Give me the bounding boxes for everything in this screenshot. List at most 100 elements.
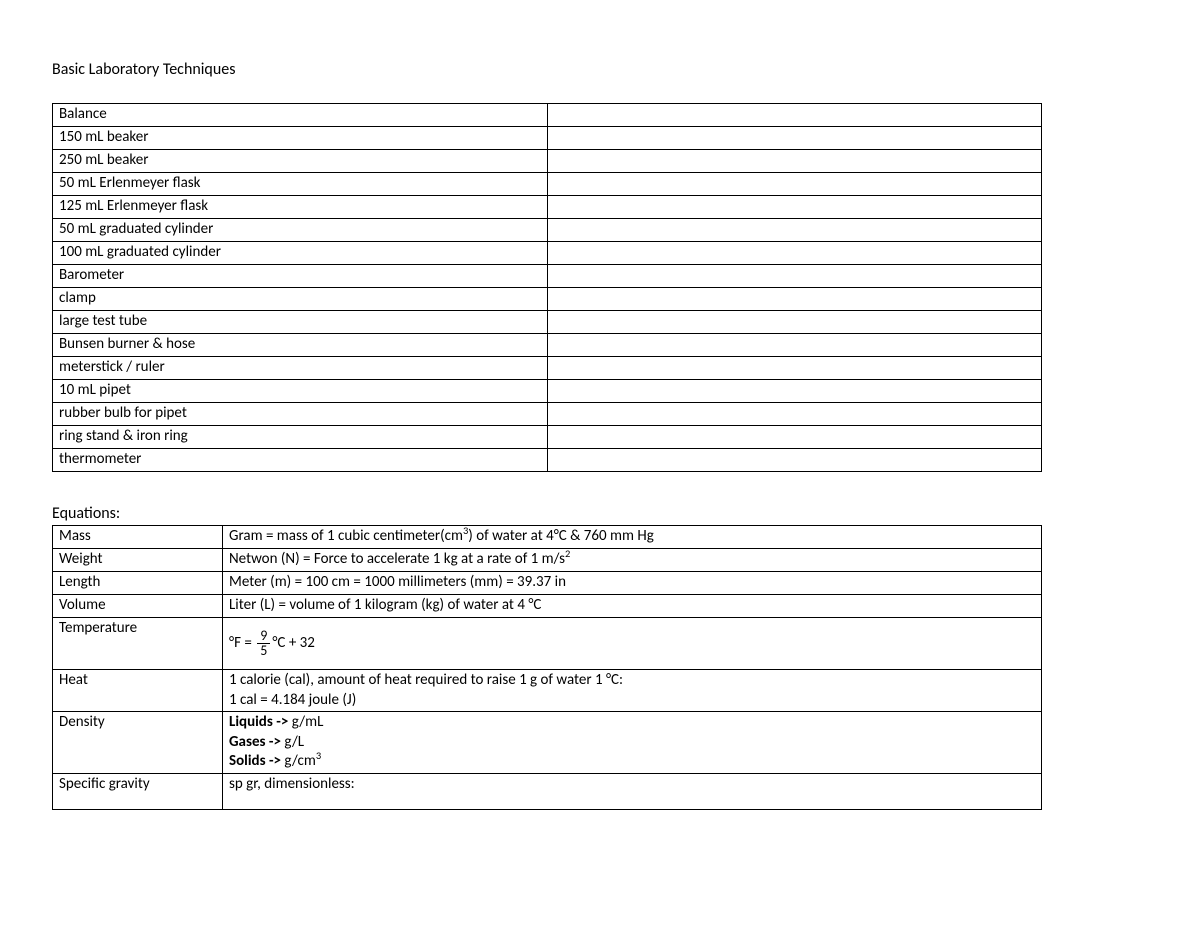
eq-label: Specific gravity (53, 773, 223, 809)
item-label: 125 mL Erlenmeyer flask (53, 196, 548, 219)
item-label: large test tube (53, 311, 548, 334)
table-row: Balance (53, 104, 1042, 127)
item-value (547, 288, 1042, 311)
table-row: ring stand & iron ring (53, 426, 1042, 449)
items-table: Balance150 mL beaker250 mL beaker50 mL E… (52, 103, 1042, 472)
eq-value: °F = 95°C + 32 (223, 618, 1042, 670)
table-row: 50 mL graduated cylinder (53, 219, 1042, 242)
eq-label: Weight (53, 549, 223, 572)
density-val: g/mL (292, 713, 324, 731)
table-row: Bunsen burner & hose (53, 334, 1042, 357)
eq-row-specific-gravity: Specific gravity sp gr, dimensionless: (53, 773, 1042, 809)
table-row: 10 mL pipet (53, 380, 1042, 403)
eq-row-length: Length Meter (m) = 100 cm = 1000 millime… (53, 572, 1042, 595)
eq-row-mass: Mass Gram = mass of 1 cubic centimeter(c… (53, 526, 1042, 549)
eq-row-volume: Volume Liter (L) = volume of 1 kilogram … (53, 595, 1042, 618)
item-value (547, 127, 1042, 150)
eq-label: Heat (53, 670, 223, 712)
formula-rhs: °C + 32 (272, 634, 315, 652)
fraction-denominator: 5 (257, 644, 270, 658)
table-row: 125 mL Erlenmeyer flask (53, 196, 1042, 219)
item-value (547, 196, 1042, 219)
item-label: clamp (53, 288, 548, 311)
item-value (547, 150, 1042, 173)
item-value (547, 380, 1042, 403)
table-row: 50 mL Erlenmeyer flask (53, 173, 1042, 196)
table-row: 150 mL beaker (53, 127, 1042, 150)
table-row: large test tube (53, 311, 1042, 334)
eq-label: Temperature (53, 618, 223, 670)
table-row: Barometer (53, 265, 1042, 288)
eq-label: Mass (53, 526, 223, 549)
eq-row-temperature: Temperature °F = 95°C + 32 (53, 618, 1042, 670)
eq-text: : (619, 671, 623, 689)
item-label: 100 mL graduated cylinder (53, 242, 548, 265)
eq-value: 1 calorie (cal), amount of heat required… (223, 670, 1042, 712)
item-label: meterstick / ruler (53, 357, 548, 380)
eq-value: Meter (m) = 100 cm = 1000 millimeters (m… (223, 572, 1042, 595)
eq-row-heat: Heat 1 calorie (cal), amount of heat req… (53, 670, 1042, 712)
equations-table: Mass Gram = mass of 1 cubic centimeter(c… (52, 525, 1042, 810)
density-line2: Gases -> g/L (229, 733, 1035, 753)
item-value (547, 219, 1042, 242)
equations-heading: Equations: (52, 504, 1148, 523)
item-value (547, 334, 1042, 357)
eq-sup: 3 (316, 749, 321, 762)
eq-row-weight: Weight Netwon (N) = Force to accelerate … (53, 549, 1042, 572)
heat-line1: 1 calorie (cal), amount of heat required… (229, 671, 1035, 691)
density-line1: Liquids -> g/mL (229, 713, 1035, 733)
eq-row-density: Density Liquids -> g/mL Gases -> g/L Sol… (53, 712, 1042, 774)
density-val: g/cm (284, 752, 315, 770)
item-value (547, 357, 1042, 380)
eq-unit: °C (606, 671, 619, 689)
item-value (547, 449, 1042, 472)
table-row: meterstick / ruler (53, 357, 1042, 380)
item-label: Balance (53, 104, 548, 127)
page-title: Basic Laboratory Techniques (52, 60, 1148, 79)
item-label: rubber bulb for pipet (53, 403, 548, 426)
density-arrow: -> (266, 752, 285, 770)
eq-value: Liter (L) = volume of 1 kilogram (kg) of… (223, 595, 1042, 618)
item-value (547, 173, 1042, 196)
document-page: Basic Laboratory Techniques Balance150 m… (0, 0, 1200, 927)
item-label: ring stand & iron ring (53, 426, 548, 449)
temperature-formula: °F = 95°C + 32 (229, 619, 1035, 668)
item-label: 150 mL beaker (53, 127, 548, 150)
table-row: clamp (53, 288, 1042, 311)
item-value (547, 311, 1042, 334)
eq-text: Gram = mass of 1 cubic centimeter(cm (229, 527, 463, 545)
density-val: g/L (284, 733, 304, 751)
item-label: Bunsen burner & hose (53, 334, 548, 357)
table-row: 100 mL graduated cylinder (53, 242, 1042, 265)
eq-label: Density (53, 712, 223, 774)
item-value (547, 242, 1042, 265)
density-label: Gases (229, 733, 265, 751)
item-label: 50 mL graduated cylinder (53, 219, 548, 242)
table-row: 250 mL beaker (53, 150, 1042, 173)
eq-sup: 2 (565, 547, 570, 560)
table-row: thermometer (53, 449, 1042, 472)
density-label: Liquids (229, 713, 273, 731)
eq-value: Gram = mass of 1 cubic centimeter(cm3) o… (223, 526, 1042, 549)
item-label: thermometer (53, 449, 548, 472)
item-label: 10 mL pipet (53, 380, 548, 403)
eq-value: Liquids -> g/mL Gases -> g/L Solids -> g… (223, 712, 1042, 774)
eq-text: 1 calorie (cal), amount of heat required… (229, 671, 606, 689)
formula-lhs: °F = (229, 634, 255, 652)
eq-text: ) of water at 4°C & 760 mm Hg (468, 527, 654, 545)
item-label: Barometer (53, 265, 548, 288)
density-arrow: -> (273, 713, 292, 731)
item-value (547, 104, 1042, 127)
eq-label: Volume (53, 595, 223, 618)
density-arrow: -> (265, 733, 284, 751)
item-label: 250 mL beaker (53, 150, 548, 173)
density-label: Solids (229, 752, 266, 770)
eq-value: Netwon (N) = Force to accelerate 1 kg at… (223, 549, 1042, 572)
item-value (547, 426, 1042, 449)
eq-text: Netwon (N) = Force to accelerate 1 kg at… (229, 550, 565, 568)
table-row: rubber bulb for pipet (53, 403, 1042, 426)
item-label: 50 mL Erlenmeyer flask (53, 173, 548, 196)
density-line3: Solids -> g/cm3 (229, 752, 1035, 772)
item-value (547, 403, 1042, 426)
item-value (547, 265, 1042, 288)
